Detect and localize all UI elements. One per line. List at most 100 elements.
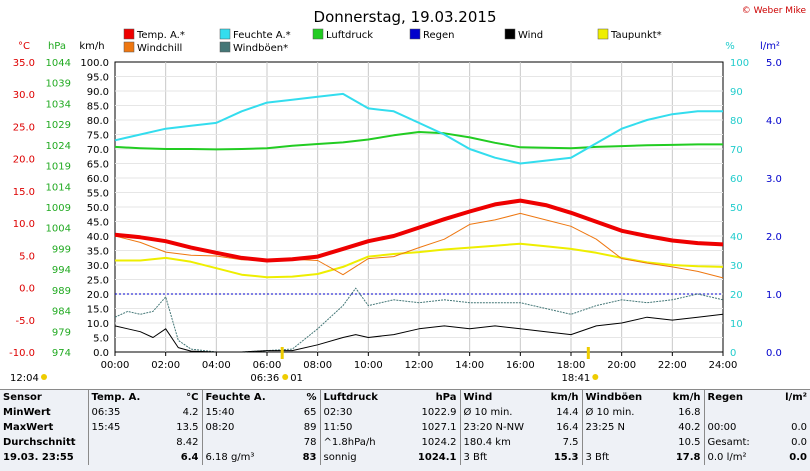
hpa-tick-label: 1024: [46, 141, 71, 152]
axis-unit-temp: °C: [18, 41, 30, 52]
table-cell: 1024.2: [421, 437, 457, 448]
table-cell: [87, 450, 168, 465]
table-cell: 11:50: [319, 420, 400, 435]
x-tick-label: 18:00: [557, 360, 586, 371]
table-header-row: Sensor Temp. A. °C Feuchte A.% Luftdruck hPa W…: [0, 389, 810, 405]
table-cell: Ø 10 min.: [581, 405, 658, 420]
axis-unit-kmh: km/h: [79, 41, 104, 52]
summary-table: Sensor Temp. A. °C Feuchte A.% Luftdruck hPa W…: [0, 389, 810, 471]
pct-tick-label: 40: [730, 232, 743, 243]
axis-unit-hpa: hPa: [48, 41, 66, 52]
temp-tick-label: 35.0: [13, 58, 35, 69]
legend-label: Luftdruck: [326, 30, 373, 41]
copyright: © Weber Mike: [742, 6, 807, 16]
rain-tick-label: 0.0: [766, 348, 782, 359]
legend-label: Temp. A.*: [136, 30, 185, 41]
table-header-cell: km/h: [538, 389, 582, 405]
table-cell: 15:45: [87, 420, 168, 435]
x-tick-label: 24:00: [709, 360, 738, 371]
x-tick-label: 12:00: [405, 360, 434, 371]
pct-tick-label: 0: [730, 348, 736, 359]
temp-tick-label: 0.0: [19, 284, 35, 295]
hpa-tick-label: 1044: [46, 58, 71, 69]
table-cell: 19.03. 23:55: [3, 452, 74, 463]
hpa-tick-label: 984: [52, 307, 71, 318]
kmh-tick-label: 60.0: [87, 174, 109, 185]
kmh-tick-label: 100.0: [80, 58, 109, 69]
kmh-tick-label: 25.0: [87, 276, 109, 287]
table-cell: 13.5: [176, 422, 199, 433]
rain-tick-label: 5.0: [766, 58, 782, 69]
legend-swatch: [123, 41, 135, 53]
table-header-cell: Regen: [703, 389, 772, 405]
legend-swatch: [409, 28, 421, 40]
table-cell: 1027.1: [421, 422, 457, 433]
table-cell: 00:00: [703, 420, 772, 435]
temp-tick-label: 5.0: [19, 251, 35, 262]
table-cell: 16.4: [556, 422, 579, 433]
hpa-tick-label: 989: [52, 286, 71, 297]
legend-swatch: [504, 28, 516, 40]
kmh-tick-label: 40.0: [87, 232, 109, 243]
table-header-cell: Temp. A.: [87, 389, 168, 405]
axis-unit-pct: %: [725, 41, 735, 52]
hpa-tick-label: 1029: [46, 120, 71, 131]
table-cell: 0.0: [791, 437, 807, 448]
table-cell: 08:20: [201, 420, 278, 435]
hpa-tick-label: 999: [52, 244, 71, 255]
table-cell: 1022.9: [421, 407, 457, 418]
sunset-marker: [586, 347, 590, 359]
table-cell: 0.0: [789, 452, 807, 463]
x-tick-label: 10:00: [354, 360, 383, 371]
table-cell: 17.8: [675, 452, 701, 463]
table-header-cell: hPa: [400, 389, 460, 405]
rain-tick-label: 1.0: [766, 290, 782, 301]
legend-label: Feuchte A.*: [233, 30, 291, 41]
table-row: MinWert 06:35 4.2 15:40 65 02:30 1022.9 Ø 10 mi…: [0, 405, 810, 420]
kmh-tick-label: 85.0: [87, 102, 109, 113]
kmh-tick-label: 35.0: [87, 247, 109, 258]
table-cell: 89: [303, 422, 317, 433]
table-header-cell: Sensor: [0, 389, 88, 405]
table-header-cell: km/h: [658, 389, 704, 405]
series-line: [115, 242, 724, 279]
legend-swatch: [219, 28, 231, 40]
kmh-tick-label: 90.0: [87, 87, 109, 98]
kmh-tick-label: 0.0: [93, 348, 109, 359]
sun-icon: [592, 374, 599, 380]
hpa-tick-label: 994: [52, 265, 71, 276]
sun-icon: [282, 374, 289, 380]
kmh-tick-label: 65.0: [87, 160, 109, 171]
temp-tick-label: 25.0: [13, 122, 35, 133]
sunrise-day-label: 01: [290, 373, 303, 384]
table-cell: 180.4 km: [459, 435, 538, 450]
sunset-time: 18:41: [561, 373, 590, 384]
table-cell: sonnig: [319, 450, 400, 465]
pct-tick-label: 10: [730, 319, 743, 330]
table-cell: 16.8: [678, 407, 701, 418]
table-row: Durchschnitt 8.42 78 ^1.8hPa/h 1024.2 180.4 k…: [0, 435, 810, 450]
table-cell: 3 Bft: [459, 450, 538, 465]
pct-tick-label: 80: [730, 116, 743, 127]
pct-tick-label: 100: [730, 58, 749, 69]
table-cell: 15.3: [553, 452, 579, 463]
x-tick-label: 04:00: [202, 360, 231, 371]
hpa-tick-label: 979: [52, 327, 71, 338]
table-header-cell: %: [278, 389, 320, 405]
legend-swatch: [312, 28, 324, 40]
kmh-tick-label: 15.0: [87, 305, 109, 316]
table-cell: 4.2: [182, 407, 199, 418]
table-cell: 6.4: [180, 452, 199, 463]
series-line: [114, 313, 724, 353]
grid-lines: [115, 62, 723, 352]
chart-title: Donnerstag, 19.03.2015: [314, 8, 497, 26]
kmh-tick-label: 5.0: [93, 334, 109, 345]
series-lines: [114, 92, 724, 353]
table-cell: 0.0: [791, 422, 807, 433]
temp-tick-label: 10.0: [13, 219, 35, 230]
series-line: [114, 212, 724, 279]
table-cell: Ø 10 min.: [459, 405, 538, 420]
hpa-tick-label: 1014: [46, 182, 71, 193]
legend-label: Windchill: [137, 43, 182, 54]
kmh-tick-label: 45.0: [87, 218, 109, 229]
